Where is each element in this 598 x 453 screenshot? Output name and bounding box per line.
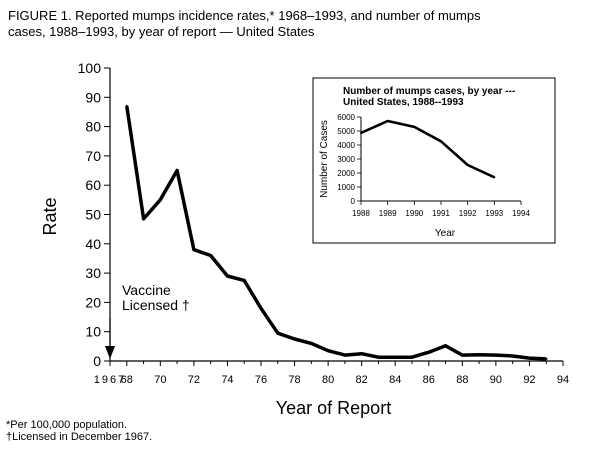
inset-y-tick-label: 2000 — [337, 169, 355, 178]
data-point-mumps-cases — [466, 163, 469, 166]
inset-x-tick-label: 1991 — [432, 209, 450, 218]
main-x-tick-label: 76 — [255, 374, 267, 386]
data-point-incidence-rate — [444, 344, 447, 347]
data-point-mumps-cases — [493, 176, 496, 179]
main-y-tick-label: 30 — [85, 265, 101, 281]
data-point-incidence-rate — [494, 353, 498, 357]
main-x-tick-label: 70 — [154, 374, 166, 386]
main-x-tick-label: 72 — [188, 374, 200, 386]
main-x-tick-label: 94 — [557, 374, 569, 386]
inset-title-line1: Number of mumps cases, by year --- — [343, 86, 515, 97]
footnote-per-population: *Per 100,000 population. — [6, 419, 128, 431]
main-y-tick-label: 60 — [85, 177, 101, 193]
main-y-tick-label: 20 — [85, 294, 101, 310]
figure-title-line2: cases, 1988–1993, by year of report — Un… — [8, 24, 315, 39]
data-point-incidence-rate — [276, 331, 279, 335]
data-point-mumps-cases — [413, 125, 416, 128]
data-point-incidence-rate — [545, 357, 548, 361]
main-x-tick-label: 74 — [221, 374, 233, 386]
main-x-tick-label: 92 — [523, 374, 535, 386]
data-point-incidence-rate — [326, 349, 330, 352]
inset-y-tick-label: 6000 — [337, 113, 355, 122]
data-point-incidence-rate — [209, 254, 212, 257]
data-point-incidence-rate — [343, 353, 347, 357]
inset-y-tick-label: 3000 — [337, 155, 355, 164]
data-point-incidence-rate — [125, 104, 128, 108]
annotation-arrow-head — [105, 346, 115, 359]
figure-title-line1: FIGURE 1. Reported mumps incidence rates… — [8, 8, 481, 23]
inset-x-axis-label: Year — [435, 228, 456, 239]
main-x-tick-label: 68 — [121, 374, 133, 386]
data-point-incidence-rate — [511, 354, 514, 358]
data-point-incidence-rate — [528, 356, 531, 360]
main-y-tick-label: 90 — [85, 89, 101, 105]
data-point-incidence-rate — [394, 355, 397, 359]
data-point-incidence-rate — [377, 355, 380, 359]
inset-x-tick-label: 1989 — [379, 209, 397, 218]
main-y-tick-label: 100 — [78, 60, 102, 76]
main-y-tick-label: 50 — [85, 207, 101, 223]
data-point-incidence-rate — [461, 353, 464, 357]
data-point-mumps-cases — [360, 131, 362, 134]
data-point-incidence-rate — [142, 217, 145, 221]
footnote-licensed: †Licensed in December 1967. — [6, 431, 153, 443]
data-point-mumps-cases — [440, 140, 442, 143]
inset-y-tick-label: 4000 — [337, 141, 355, 150]
data-point-incidence-rate — [310, 342, 313, 345]
data-point-incidence-rate — [259, 307, 263, 310]
main-y-tick-label: 70 — [85, 148, 101, 164]
inset-x-tick-label: 1993 — [485, 209, 503, 218]
figure-title: FIGURE 1. Reported mumps incidence rates… — [8, 8, 593, 40]
series-line-incidence-rate — [125, 105, 547, 361]
annotation-licensed: Licensed † — [122, 297, 190, 313]
data-point-incidence-rate — [410, 355, 414, 359]
main-x-tick-label: 88 — [456, 374, 468, 386]
main-y-tick-label: 40 — [85, 236, 101, 252]
data-point-mumps-cases — [386, 120, 389, 123]
main-x-tick-label: 78 — [288, 374, 300, 386]
data-point-incidence-rate — [243, 279, 246, 282]
main-y-axis-label: Rate — [40, 197, 60, 235]
data-point-incidence-rate — [360, 352, 363, 355]
inset-frame — [312, 77, 556, 244]
main-x-tick-label: 82 — [356, 374, 368, 386]
series-line-mumps-cases — [360, 119, 495, 179]
main-x-tick-label: 90 — [490, 374, 502, 386]
data-point-incidence-rate — [175, 169, 179, 172]
main-x-tick-label: 84 — [389, 374, 401, 386]
inset-y-tick-label: 0 — [351, 197, 356, 206]
data-point-incidence-rate — [192, 248, 196, 251]
main-y-tick-label: 10 — [85, 324, 101, 340]
main-x-tick-label: 86 — [423, 374, 435, 386]
inset-x-tick-label: 1990 — [405, 209, 423, 218]
annotation-vaccine: Vaccine — [122, 282, 171, 298]
main-x-tick-label: 80 — [322, 374, 334, 386]
inset-x-tick-label: 1988 — [352, 209, 370, 218]
main-x-axis-label: Year of Report — [276, 398, 391, 418]
data-point-incidence-rate — [477, 353, 481, 357]
inset-x-tick-label: 1992 — [459, 209, 477, 218]
data-point-incidence-rate — [159, 198, 162, 202]
main-y-tick-label: 0 — [93, 353, 101, 369]
main-x-tick-label: 1967 — [94, 374, 126, 386]
main-y-tick-label: 80 — [85, 119, 101, 135]
data-point-incidence-rate — [293, 337, 296, 341]
inset-title-line2: United States, 1988--1993 — [343, 97, 464, 108]
inset-y-axis-label: Number of Cases — [319, 120, 330, 198]
data-point-incidence-rate — [427, 351, 430, 354]
data-point-incidence-rate — [226, 274, 229, 278]
inset-x-tick-label: 1994 — [512, 209, 530, 218]
inset-y-tick-label: 1000 — [337, 183, 355, 192]
inset-y-tick-label: 5000 — [337, 127, 355, 136]
